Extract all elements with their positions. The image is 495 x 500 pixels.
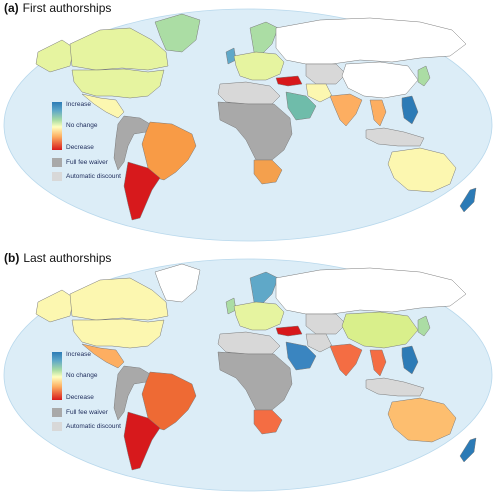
- region-indonesia: [365, 377, 425, 397]
- region-europe: [233, 301, 285, 331]
- region-russia: [275, 17, 467, 65]
- world-map-first-authorships: [3, 8, 493, 242]
- region-russia: [275, 267, 467, 315]
- region-africa: [217, 101, 293, 161]
- region-southafrica: [253, 409, 283, 435]
- region-turkey: [275, 75, 303, 87]
- region-india: [329, 343, 363, 377]
- region-andes: [113, 115, 151, 171]
- legend-automatic-discount: Automatic discount: [66, 173, 121, 180]
- legend-increase: Increase: [66, 351, 91, 358]
- legend-no-change: No change: [66, 372, 98, 379]
- legend-full-fee-waiver: Full fee waiver: [66, 409, 108, 416]
- region-mexico: [81, 343, 125, 369]
- region-iran: [305, 83, 333, 103]
- region-canada: [69, 27, 169, 71]
- region-europe: [233, 51, 285, 81]
- region-centralasia: [305, 63, 347, 85]
- region-seasia: [369, 99, 387, 127]
- panel-label: (b): [4, 251, 20, 265]
- legend-decrease: Decrease: [66, 144, 94, 151]
- panel-title: (b) Last authorships: [4, 251, 111, 265]
- panel-title: (a) First authorships: [4, 1, 111, 15]
- region-australia: [387, 397, 457, 443]
- world-map-last-authorships: [3, 258, 493, 492]
- region-nz: [459, 437, 477, 463]
- region-africa: [217, 351, 293, 411]
- legend-decrease: Decrease: [66, 394, 94, 401]
- region-argentina: [123, 161, 161, 221]
- panel-last-authorships: (b) Last authorships Increase No change D…: [0, 250, 495, 500]
- region-turkey: [275, 325, 303, 337]
- legend: Increase No change Decrease Full fee wai…: [52, 351, 182, 442]
- region-centralasia: [305, 313, 347, 335]
- legend-gradient: [52, 102, 62, 150]
- region-southafrica: [253, 159, 283, 185]
- region-canada: [69, 277, 169, 321]
- legend-gradient: [52, 352, 62, 400]
- region-iran: [305, 333, 333, 353]
- region-japan: [417, 65, 431, 87]
- region-greenland: [154, 13, 201, 53]
- region-scandinavia: [249, 21, 279, 55]
- region-nz: [459, 187, 477, 213]
- region-japan: [417, 315, 431, 337]
- region-alaska: [35, 289, 75, 323]
- region-brazil: [141, 371, 197, 431]
- region-alaska: [35, 39, 75, 73]
- region-mexico: [81, 93, 125, 119]
- region-indonesia: [365, 127, 425, 147]
- region-seasia: [369, 349, 387, 377]
- legend: Increase No change Decrease Full fee wai…: [52, 101, 182, 192]
- legend-automatic-discount: Automatic discount: [66, 423, 121, 430]
- legend-automatic-discount-swatch: [52, 172, 62, 181]
- region-usa: [71, 318, 165, 349]
- region-china: [341, 311, 419, 349]
- region-andes: [113, 365, 151, 421]
- legend-automatic-discount-swatch: [52, 422, 62, 431]
- panel-label: (a): [4, 1, 19, 15]
- region-scandinavia: [249, 271, 279, 305]
- region-usa: [71, 68, 165, 99]
- region-philippines: [401, 95, 419, 125]
- region-philippines: [401, 345, 419, 375]
- region-greenland: [154, 263, 201, 303]
- legend-full-fee-waiver: Full fee waiver: [66, 159, 108, 166]
- region-australia: [387, 147, 457, 193]
- region-saudi: [285, 91, 317, 121]
- region-argentina: [123, 411, 161, 471]
- panel-title-text: First authorships: [22, 1, 112, 15]
- panel-first-authorships: (a) First authorships Increase No change …: [3, 1, 493, 242]
- legend-increase: Increase: [66, 101, 91, 108]
- legend-no-change: No change: [66, 122, 98, 129]
- region-india: [329, 93, 363, 127]
- panel-title-text: Last authorships: [23, 251, 112, 265]
- region-brazil: [141, 121, 197, 181]
- legend-full-fee-waiver-swatch: [52, 408, 62, 417]
- region-china: [341, 61, 419, 99]
- legend-full-fee-waiver-swatch: [52, 158, 62, 167]
- region-saudi: [285, 341, 317, 371]
